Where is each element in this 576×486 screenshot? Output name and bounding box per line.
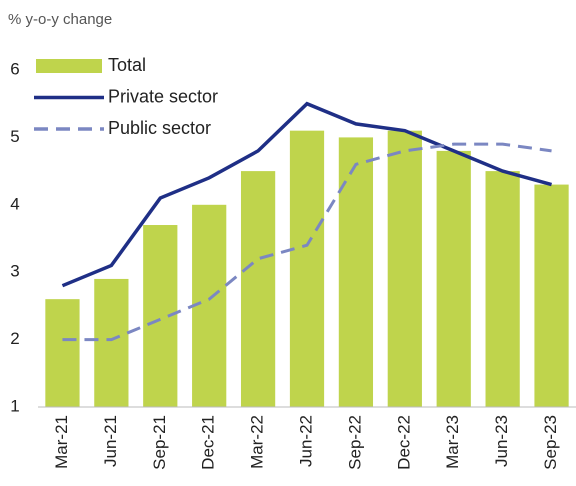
y-tick-label: 3 (10, 262, 19, 281)
y-tick-label: 5 (10, 127, 19, 146)
bar (45, 299, 80, 407)
y-tick-label: 2 (10, 329, 19, 348)
x-tick-label: Mar-23 (443, 415, 462, 469)
bar (387, 130, 422, 407)
y-tick-label: 6 (10, 59, 19, 78)
legend-label: Public sector (108, 118, 211, 138)
x-tick-label: Jun-21 (101, 415, 120, 467)
y-tick-label: 4 (10, 194, 19, 213)
bar (485, 171, 520, 407)
bar (94, 278, 129, 407)
bar (192, 204, 227, 407)
y-tick-label: 1 (10, 396, 19, 415)
x-tick-label: Sep-23 (541, 415, 560, 470)
line (61, 101, 553, 288)
x-tick-label: Jun-22 (296, 415, 315, 467)
bar (289, 130, 325, 407)
x-tick-label: Dec-21 (199, 415, 218, 470)
x-tick-label: Sep-22 (345, 415, 364, 470)
y-axis-label: % y-o-y change (8, 11, 112, 28)
bar (534, 184, 569, 407)
x-tick-label: Mar-22 (248, 415, 267, 469)
bar (436, 150, 471, 407)
line (62, 142, 552, 342)
bar (338, 137, 374, 407)
legend-label: Private sector (108, 86, 218, 106)
x-tick-label: Sep-21 (150, 415, 169, 470)
x-tick-label: Jun-23 (492, 415, 511, 467)
x-tick-label: Dec-22 (394, 415, 413, 470)
x-tick-label: Mar-21 (52, 415, 71, 469)
legend-swatch (36, 59, 102, 73)
bar (240, 171, 276, 407)
legend-label: Total (108, 55, 146, 75)
